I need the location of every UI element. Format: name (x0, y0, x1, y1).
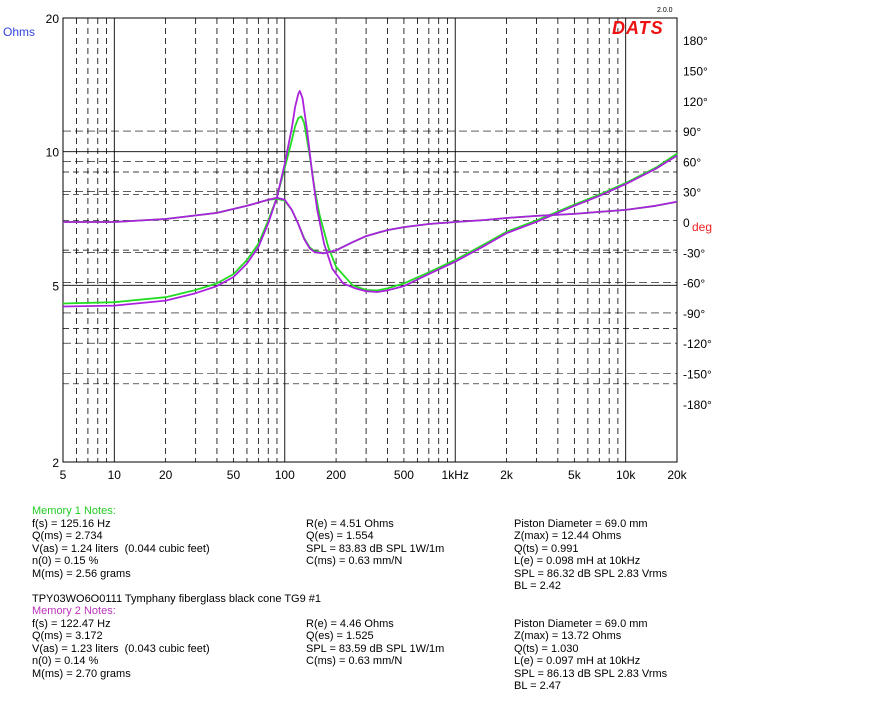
memory1-fs: f(s) = 125.16 Hz (32, 517, 111, 530)
memory2-title: Memory 2 Notes: (32, 605, 116, 617)
dats-logo: DATS (612, 18, 664, 38)
memory1-re: R(e) = 4.51 Ohms (306, 517, 394, 530)
y-tick-label-right: 180° (683, 34, 708, 48)
y-tick-label-right: 0 (683, 216, 690, 230)
x-tick-label: 2k (500, 468, 514, 482)
memory1-col1: Memory 1 Notes: f(s) = 125.16 Hz Q(ms) =… (32, 505, 210, 580)
x-tick-label: 20k (667, 468, 687, 482)
memory1-le: L(e) = 0.098 mH at 10kHz (514, 555, 641, 567)
y-tick-label-right: 30° (683, 186, 701, 200)
y-tick-label-right: -180° (683, 398, 712, 412)
memory2-fs: f(s) = 122.47 Hz (32, 617, 111, 630)
memory2-spl1w: SPL = 83.59 dB SPL 1W/1m (306, 642, 445, 655)
memory2-col1: Memory 2 Notes: f(s) = 122.47 Hz Q(ms) =… (32, 605, 210, 680)
x-tick-label: 5k (568, 468, 582, 482)
memory2-n0: n(0) = 0.14 % (32, 655, 99, 667)
memory1-qms: Q(ms) = 2.734 (32, 530, 103, 542)
y-tick-label-right: 90° (683, 125, 701, 139)
memory2-spl283: SPL = 86.13 dB SPL 2.83 Vrms (514, 667, 668, 680)
memory2-zmax: Z(max) = 13.72 Ohms (514, 630, 622, 642)
version-label: 2.0.0 (657, 7, 673, 14)
right-axis-label: deg (692, 220, 712, 234)
memory1-bl: BL = 2.42 (514, 580, 561, 592)
y-tick-label-left: 2 (52, 456, 59, 470)
memory2-vas: V(as) = 1.23 liters (0.043 cubic feet) (32, 642, 210, 655)
plot-area (63, 18, 677, 462)
y-tick-label-right: -120° (683, 337, 712, 351)
memory2-qes: Q(es) = 1.525 (306, 630, 374, 642)
memory1-qes: Q(es) = 1.554 (306, 530, 374, 542)
memory2-re: R(e) = 4.46 Ohms (306, 617, 394, 630)
memory1-zmax: Z(max) = 12.44 Ohms (514, 530, 622, 542)
y-tick-label-left: 10 (46, 146, 60, 160)
plot-frame (62, 17, 678, 463)
y-tick-label-right: -150° (683, 368, 712, 382)
y-tick-label-right: 150° (683, 65, 708, 79)
memory1-col2: R(e) = 4.51 Ohms Q(es) = 1.554 SPL = 83.… (306, 518, 444, 568)
memory2-le: L(e) = 0.097 mH at 10kHz (514, 655, 641, 667)
y-tick-label-right: 60° (683, 155, 701, 169)
driver-description: TPY03WO6O0111 Tymphany fiberglass black … (32, 593, 322, 605)
memory2-col2: R(e) = 4.46 Ohms Q(es) = 1.525 SPL = 83.… (306, 618, 444, 668)
x-tick-label: 50 (227, 468, 241, 482)
x-tick-label: 20 (159, 468, 173, 482)
x-tick-label: 10 (108, 468, 122, 482)
series-line-3 (63, 196, 678, 255)
memory2-qts: Q(ts) = 1.030 (514, 642, 579, 655)
series-line-1 (62, 90, 678, 308)
memory2-cms: C(ms) = 0.63 mm/N (306, 655, 403, 667)
memory1-piston: Piston Diameter = 69.0 mm (514, 517, 648, 530)
x-tick-label: 5 (60, 468, 67, 482)
memory2-mms: M(ms) = 2.70 grams (32, 667, 131, 680)
memory1-qts: Q(ts) = 0.991 (514, 542, 579, 555)
memory1-mms: M(ms) = 2.56 grams (32, 567, 131, 580)
memory2-piston: Piston Diameter = 69.0 mm (514, 617, 648, 630)
x-tick-label: 500 (394, 468, 414, 482)
y-tick-label-right: -30° (683, 246, 705, 260)
memory2-bl: BL = 2.47 (514, 680, 561, 692)
memory1-spl1w: SPL = 83.83 dB SPL 1W/1m (306, 542, 445, 555)
x-tick-label: 1kHz (442, 468, 469, 482)
x-tick-label: 10k (616, 468, 636, 482)
memory1-spl283: SPL = 86.32 dB SPL 2.83 Vrms (514, 567, 668, 580)
memory1-vas: V(as) = 1.24 liters (0.044 cubic feet) (32, 542, 210, 555)
x-tick-label: 200 (326, 468, 346, 482)
memory1-n0: n(0) = 0.15 % (32, 555, 99, 567)
y-tick-label-right: -60° (683, 277, 705, 291)
y-tick-label-right: -90° (683, 307, 705, 321)
memory1-title: Memory 1 Notes: (32, 505, 116, 517)
y-tick-label-left: 5 (52, 279, 59, 293)
y-tick-label-left: 20 (46, 12, 60, 26)
memory2-col3: Piston Diameter = 69.0 mm Z(max) = 13.72… (514, 618, 667, 693)
memory2-qms: Q(ms) = 3.172 (32, 630, 103, 642)
memory1-cms: C(ms) = 0.63 mm/N (306, 555, 403, 567)
series-line-0 (62, 115, 678, 305)
memory1-col3: Piston Diameter = 69.0 mm Z(max) = 12.44… (514, 518, 667, 593)
impedance-chart: 5 10 20 50 100 200 500 1kHz 2k 5k 10k 20k251020180°… (3, 12, 712, 482)
x-tick-label: 100 (275, 468, 295, 482)
left-axis-label: Ohms (3, 25, 35, 39)
y-tick-label-right: 120° (683, 95, 708, 109)
